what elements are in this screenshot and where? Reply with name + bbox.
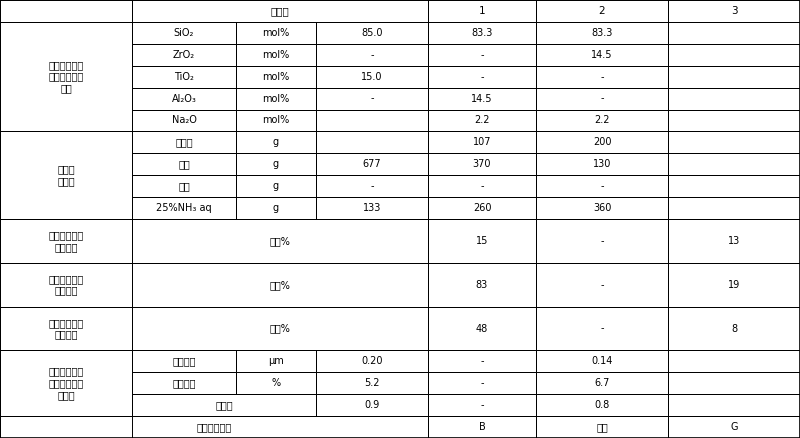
Text: 二氧化硅系复
合氧化物粒子
组成: 二氧化硅系复 合氧化物粒子 组成 xyxy=(48,60,84,93)
Text: G: G xyxy=(730,422,738,432)
Text: -: - xyxy=(480,378,484,388)
Text: 粒子的分散性: 粒子的分散性 xyxy=(196,422,232,432)
Text: 二氧化硅系复
合氧化物粒子
的物性: 二氧化硅系复 合氧化物粒子 的物性 xyxy=(48,367,84,400)
Text: 8: 8 xyxy=(731,324,737,333)
Text: 19: 19 xyxy=(728,280,740,290)
Text: mol%: mol% xyxy=(262,72,290,81)
Text: 反应结束时的
乙腼浓度: 反应结束时的 乙腼浓度 xyxy=(48,318,84,339)
Text: 质量%: 质量% xyxy=(270,324,290,333)
Text: 15: 15 xyxy=(476,236,488,246)
Text: 13: 13 xyxy=(728,236,740,246)
Text: 25%NH₃ aq: 25%NH₃ aq xyxy=(156,203,212,213)
Text: mol%: mol% xyxy=(262,50,290,60)
Text: 14.5: 14.5 xyxy=(471,94,493,103)
Text: -: - xyxy=(480,357,484,366)
Text: -: - xyxy=(600,324,604,333)
Text: -: - xyxy=(600,94,604,103)
Text: 85.0: 85.0 xyxy=(362,28,382,38)
Text: 370: 370 xyxy=(473,159,491,169)
Text: 变动系数: 变动系数 xyxy=(172,378,196,388)
Text: mol%: mol% xyxy=(262,28,290,38)
Text: Na₂O: Na₂O xyxy=(171,116,197,125)
Text: 比较例: 比较例 xyxy=(270,6,290,16)
Text: -: - xyxy=(370,181,374,191)
Text: -: - xyxy=(600,236,604,246)
Text: 质量%: 质量% xyxy=(270,280,290,290)
Text: 2: 2 xyxy=(598,6,606,16)
Text: 0.9: 0.9 xyxy=(364,400,380,410)
Text: 0.20: 0.20 xyxy=(362,357,382,366)
Text: -: - xyxy=(480,72,484,81)
Text: 2.2: 2.2 xyxy=(594,116,610,125)
Text: 6.7: 6.7 xyxy=(594,378,610,388)
Text: -: - xyxy=(480,400,484,410)
Text: 平均粒径: 平均粒径 xyxy=(172,357,196,366)
Text: 甲醇: 甲醇 xyxy=(178,181,190,191)
Text: 质量%: 质量% xyxy=(270,236,290,246)
Text: Al₂O₃: Al₂O₃ xyxy=(171,94,197,103)
Text: -: - xyxy=(600,280,604,290)
Text: -: - xyxy=(370,50,374,60)
Text: 677: 677 xyxy=(362,159,382,169)
Text: 83: 83 xyxy=(476,280,488,290)
Text: SiO₂: SiO₂ xyxy=(174,28,194,38)
Text: -: - xyxy=(370,94,374,103)
Text: 1: 1 xyxy=(478,6,486,16)
Text: 5.2: 5.2 xyxy=(364,378,380,388)
Text: mol%: mol% xyxy=(262,116,290,125)
Text: 2.2: 2.2 xyxy=(474,116,490,125)
Text: 圆形度: 圆形度 xyxy=(215,400,233,410)
Text: 83.3: 83.3 xyxy=(471,28,493,38)
Text: -: - xyxy=(480,50,484,60)
Text: 48: 48 xyxy=(476,324,488,333)
Text: 83.3: 83.3 xyxy=(591,28,613,38)
Text: 14.5: 14.5 xyxy=(591,50,613,60)
Text: 3: 3 xyxy=(730,6,738,16)
Text: B: B xyxy=(478,422,486,432)
Text: 360: 360 xyxy=(593,203,611,213)
Text: 异丁醇: 异丁醇 xyxy=(175,138,193,147)
Text: TiO₂: TiO₂ xyxy=(174,72,194,81)
Text: 添加的
反应液: 添加的 反应液 xyxy=(57,164,75,186)
Text: g: g xyxy=(273,138,279,147)
Text: 反应开始时的
乙腼浓度: 反应开始时的 乙腼浓度 xyxy=(48,274,84,296)
Text: mol%: mol% xyxy=(262,94,290,103)
Text: μm: μm xyxy=(268,357,284,366)
Text: -: - xyxy=(600,181,604,191)
Text: g: g xyxy=(273,159,279,169)
Text: -: - xyxy=(600,72,604,81)
Text: g: g xyxy=(273,203,279,213)
Text: 200: 200 xyxy=(593,138,611,147)
Text: ZrO₂: ZrO₂ xyxy=(173,50,195,60)
Text: -: - xyxy=(480,181,484,191)
Text: g: g xyxy=(273,181,279,191)
Text: 130: 130 xyxy=(593,159,611,169)
Text: 乙腼: 乙腼 xyxy=(178,159,190,169)
Text: 133: 133 xyxy=(363,203,381,213)
Text: 沉降: 沉降 xyxy=(596,422,608,432)
Text: 0.14: 0.14 xyxy=(591,357,613,366)
Text: 15.0: 15.0 xyxy=(362,72,382,81)
Text: %: % xyxy=(271,378,281,388)
Text: 0.8: 0.8 xyxy=(594,400,610,410)
Text: 107: 107 xyxy=(473,138,491,147)
Text: 260: 260 xyxy=(473,203,491,213)
Text: 反应结束时的
粒子浓度: 反应结束时的 粒子浓度 xyxy=(48,230,84,252)
